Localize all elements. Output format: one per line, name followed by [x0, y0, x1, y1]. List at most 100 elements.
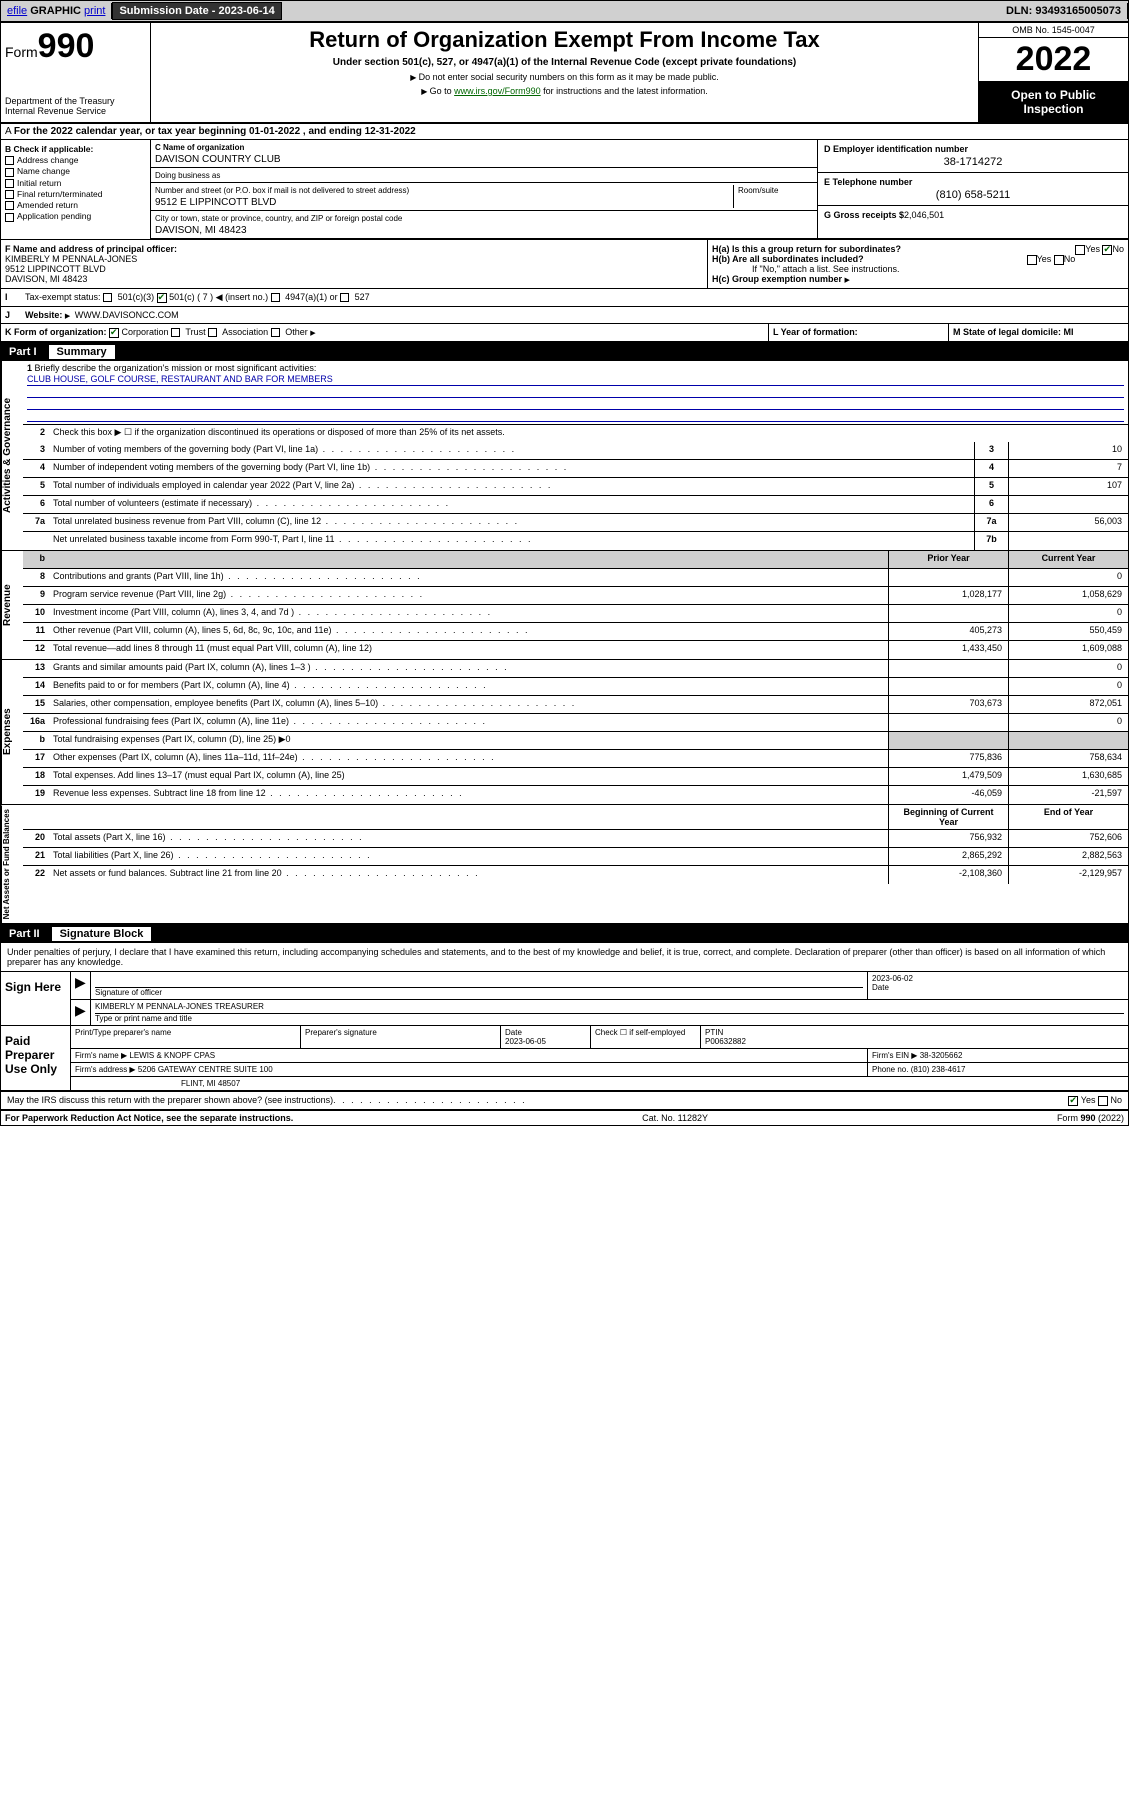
l13-prior [888, 660, 1008, 677]
l20-end: 752,606 [1008, 830, 1128, 847]
discuss-yes[interactable] [1068, 1096, 1078, 1106]
org-street: 9512 E LIPPINCOTT BLVD [155, 197, 733, 208]
omb-number: OMB No. 1545-0047 [979, 23, 1128, 38]
l20-begin: 756,932 [888, 830, 1008, 847]
discuss-row: May the IRS discuss this return with the… [1, 1091, 1128, 1111]
l14-prior [888, 678, 1008, 695]
l21-end: 2,882,563 [1008, 848, 1128, 865]
firm-addr1: 5206 GATEWAY CENTRE SUITE 100 [138, 1065, 273, 1074]
col-begin: Beginning of Current Year [888, 805, 1008, 829]
l12-prior: 1,433,450 [888, 641, 1008, 659]
col-b-title: B Check if applicable: [5, 144, 146, 154]
line-i: I Tax-exempt status: 501(c)(3) 501(c) ( … [1, 289, 1128, 307]
vtab-governance: Activities & Governance [1, 361, 23, 550]
line-l: L Year of formation: [773, 327, 858, 337]
form-header: Form990 Department of the Treasury Inter… [1, 23, 1128, 124]
l12-curr: 1,609,088 [1008, 641, 1128, 659]
open-public-badge: Open to Public Inspection [979, 82, 1128, 122]
chk-501c3[interactable] [103, 293, 112, 302]
top-toolbar: efile GRAPHIC print Submission Date - 20… [0, 0, 1129, 22]
h-b-note: If "No," attach a list. See instructions… [712, 264, 1124, 274]
hb-no[interactable] [1054, 255, 1064, 265]
chk-527[interactable] [340, 293, 349, 302]
ptin: P00632882 [705, 1037, 746, 1046]
row-f-h: F Name and address of principal officer:… [1, 240, 1128, 289]
chk-final-return[interactable] [5, 190, 14, 199]
firm-ein: 38-3205662 [920, 1051, 963, 1060]
officer-name: KIMBERLY M PENNALA-JONES [5, 254, 703, 264]
chk-501c[interactable] [157, 293, 167, 303]
line7a-val: 56,003 [1008, 514, 1128, 531]
print-link[interactable]: print [84, 5, 105, 17]
dln-label: DLN: 93493165005073 [1000, 3, 1128, 19]
efile-link[interactable]: efile GRAPHIC print [1, 3, 112, 19]
net-assets-section: Net Assets or Fund Balances Beginning of… [1, 805, 1128, 925]
line-m: M State of legal domicile: MI [953, 327, 1074, 337]
col-end: End of Year [1008, 805, 1128, 829]
chk-trust[interactable] [171, 328, 180, 337]
l21-begin: 2,865,292 [888, 848, 1008, 865]
vtab-net-assets: Net Assets or Fund Balances [1, 805, 23, 923]
l9-curr: 1,058,629 [1008, 587, 1128, 604]
ein: 38-1714272 [824, 156, 1122, 168]
l19-prior: -46,059 [888, 786, 1008, 804]
column-b: B Check if applicable: Address change Na… [1, 140, 151, 239]
form-subtitle: Under section 501(c), 527, or 4947(a)(1)… [159, 57, 970, 68]
l22-end: -2,129,957 [1008, 866, 1128, 884]
column-c: C Name of organization DAVISON COUNTRY C… [151, 140, 818, 238]
officer-street: 9512 LIPPINCOTT BLVD [5, 264, 703, 274]
graphic-label: GRAPHIC [30, 5, 81, 17]
block-b-through-g: B Check if applicable: Address change Na… [1, 140, 1128, 240]
l17-prior: 775,836 [888, 750, 1008, 767]
governance-section: Activities & Governance 1 Briefly descri… [1, 361, 1128, 551]
officer-name-title: KIMBERLY M PENNALA-JONES TREASURER [95, 1002, 1124, 1014]
h-a-label: H(a) Is this a group return for subordin… [712, 244, 901, 254]
self-employed-check[interactable]: Check ☐ if self-employed [595, 1028, 685, 1037]
irs-link[interactable]: www.irs.gov/Form990 [454, 86, 541, 96]
l19-curr: -21,597 [1008, 786, 1128, 804]
l8-curr: 0 [1008, 569, 1128, 586]
l16a-curr: 0 [1008, 714, 1128, 731]
l11-prior: 405,273 [888, 623, 1008, 640]
ha-yes[interactable] [1075, 245, 1085, 255]
l18-curr: 1,630,685 [1008, 768, 1128, 785]
ha-no[interactable] [1102, 245, 1112, 255]
form-version: Form 990 (2022) [1057, 1113, 1124, 1123]
chk-amended-return[interactable] [5, 201, 14, 210]
pra-notice: For Paperwork Reduction Act Notice, see … [5, 1113, 293, 1123]
l13-curr: 0 [1008, 660, 1128, 677]
irs-label: Internal Revenue Service [5, 106, 146, 116]
l10-curr: 0 [1008, 605, 1128, 622]
website-url[interactable]: WWW.DAVISONCC.COM [75, 310, 179, 320]
l17-curr: 758,634 [1008, 750, 1128, 767]
chk-name-change[interactable] [5, 168, 14, 177]
chk-corp[interactable] [109, 328, 119, 338]
column-d-e-g: D Employer identification number 38-1714… [818, 140, 1128, 238]
chk-assoc[interactable] [208, 328, 217, 337]
part-1-header: Part I Summary [1, 343, 1128, 361]
firm-name: LEWIS & KNOPF CPAS [129, 1051, 215, 1060]
chk-initial-return[interactable] [5, 179, 14, 188]
firm-phone: (810) 238-4617 [911, 1065, 966, 1074]
form-title: Return of Organization Exempt From Incom… [159, 27, 970, 53]
chk-app-pending[interactable] [5, 213, 14, 222]
telephone: (810) 658-5211 [824, 189, 1122, 201]
chk-4947[interactable] [271, 293, 280, 302]
hb-yes[interactable] [1027, 255, 1037, 265]
cat-no: Cat. No. 11282Y [642, 1113, 708, 1123]
l9-prior: 1,028,177 [888, 587, 1008, 604]
vtab-expenses: Expenses [1, 660, 23, 804]
l15-prior: 703,673 [888, 696, 1008, 713]
chk-other[interactable] [271, 328, 280, 337]
form-label: Form990 [5, 44, 94, 60]
discuss-no[interactable] [1098, 1096, 1108, 1106]
chk-address-change[interactable] [5, 156, 14, 165]
line4-val: 7 [1008, 460, 1128, 477]
line7b-val [1008, 532, 1128, 550]
line-f-label: F Name and address of principal officer: [5, 244, 703, 254]
mission-text: CLUB HOUSE, GOLF COURSE, RESTAURANT AND … [27, 373, 1124, 386]
officer-city: DAVISON, MI 48423 [5, 274, 703, 284]
paid-preparer-label: Paid Preparer Use Only [1, 1026, 71, 1090]
submission-date-button[interactable]: Submission Date - 2023-06-14 [112, 2, 281, 20]
line3-val: 10 [1008, 442, 1128, 459]
